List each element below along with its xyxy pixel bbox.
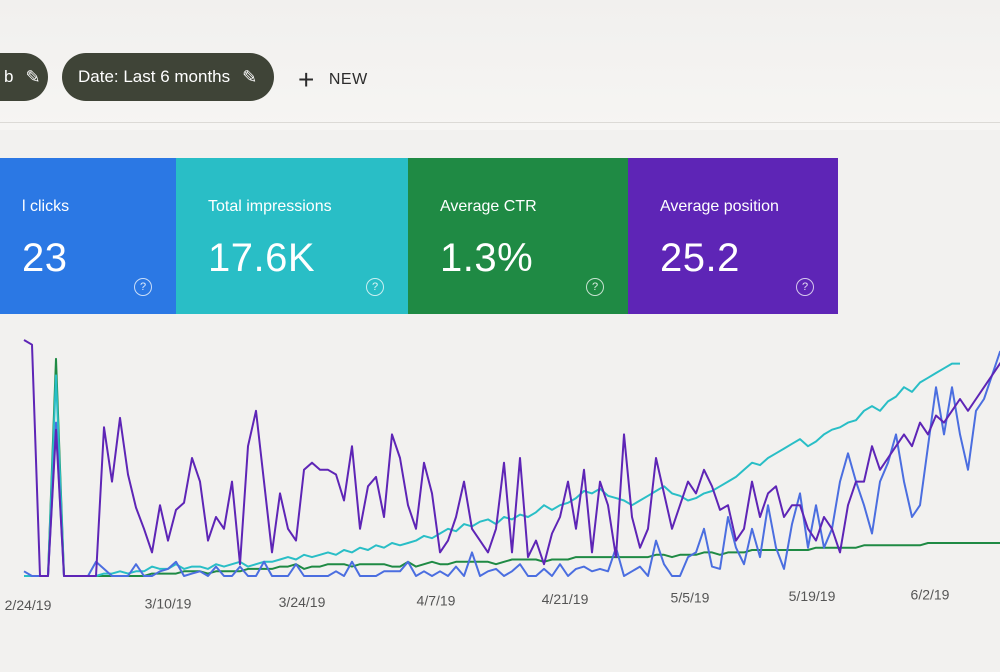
performance-chart: 2/24/19 3/10/19 3/24/19 4/7/19 4/21/19 5/5/19… bbox=[0, 330, 1000, 667]
filter-chip[interactable]: b ✎ bbox=[0, 53, 48, 101]
metric-label: Average CTR bbox=[440, 198, 537, 215]
x-tick-label: 5/5/19 bbox=[671, 590, 710, 606]
new-filter-button[interactable]: + NEW bbox=[298, 64, 368, 95]
metric-label: Average position bbox=[660, 198, 779, 215]
pencil-icon[interactable]: ✎ bbox=[242, 66, 258, 87]
new-button-label: NEW bbox=[328, 71, 368, 88]
plus-icon: + bbox=[298, 64, 315, 95]
x-tick-label: 4/7/19 bbox=[417, 593, 456, 609]
metric-card-clicks[interactable]: l clicks 23 ? bbox=[0, 158, 176, 314]
toolbar-divider bbox=[0, 122, 1000, 123]
date-filter-label: Date: Last 6 months bbox=[78, 67, 231, 86]
performance-chart-svg: 2/24/19 3/10/19 3/24/19 4/7/19 4/21/19 5/5/19… bbox=[5, 339, 1000, 613]
help-circle-icon[interactable]: ? bbox=[366, 278, 384, 296]
metric-card-position[interactable]: Average position 25.2 ? bbox=[628, 158, 838, 314]
x-tick-label: 4/21/19 bbox=[542, 591, 589, 607]
filter-toolbar: b ✎ Date: Last 6 months ✎ + NEW bbox=[0, 0, 1000, 130]
x-tick-label: 6/2/19 bbox=[911, 587, 950, 603]
series-line-4 bbox=[23, 339, 1000, 577]
help-circle-icon[interactable]: ? bbox=[796, 278, 814, 296]
metric-value: 1.3% bbox=[440, 236, 534, 280]
x-tick-label: 3/24/19 bbox=[279, 594, 326, 610]
help-circle-icon[interactable]: ? bbox=[134, 278, 152, 296]
metric-value: 25.2 bbox=[660, 236, 740, 280]
x-tick-label: 3/10/19 bbox=[145, 596, 192, 612]
metric-label: l clicks bbox=[22, 198, 70, 215]
series-line-2 bbox=[24, 362, 960, 577]
filter-chip-label: b bbox=[4, 67, 14, 86]
metric-value: 17.6K bbox=[208, 236, 316, 280]
metric-card-ctr[interactable]: Average CTR 1.3% ? bbox=[408, 158, 628, 314]
metric-label: Total impressions bbox=[208, 198, 332, 215]
metric-value: 23 bbox=[22, 236, 68, 280]
series-line-1 bbox=[24, 357, 1000, 577]
metric-cards: l clicks 23 ? Total impressions 17.6K ? … bbox=[0, 158, 840, 316]
date-filter-chip[interactable]: Date: Last 6 months ✎ bbox=[62, 53, 274, 101]
help-circle-icon[interactable]: ? bbox=[586, 278, 604, 296]
metric-card-impressions[interactable]: Total impressions 17.6K ? bbox=[176, 158, 408, 314]
x-tick-label: 5/19/19 bbox=[789, 588, 836, 604]
pencil-icon[interactable]: ✎ bbox=[25, 66, 41, 87]
x-tick-label: 2/24/19 bbox=[5, 597, 52, 613]
series-line-3 bbox=[23, 350, 1000, 577]
